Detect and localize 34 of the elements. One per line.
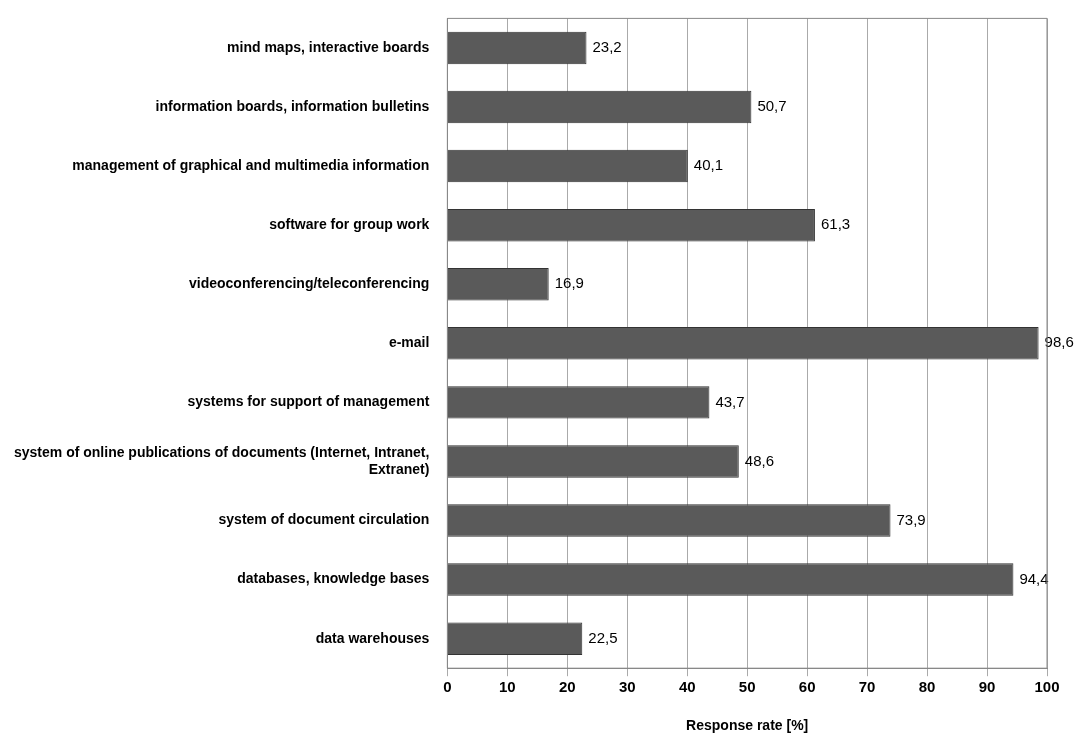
x-tick-label: 90 [978, 678, 996, 696]
y-tick-label: videoconferencing/teleconferencing [188, 275, 430, 292]
x-tick-label: 0 [443, 678, 452, 696]
data-label: 73,9 [896, 510, 926, 528]
y-tick-label: system of document circulation [218, 511, 430, 528]
y-tick-label: software for group work [269, 216, 430, 233]
y-tick-label: systems for support of management [187, 393, 430, 410]
x-tick-label: 20 [558, 678, 576, 696]
y-tick-label: information boards, information bulletins [155, 97, 430, 114]
data-label: 22,5 [588, 628, 618, 646]
data-label: 43,7 [715, 392, 745, 410]
x-tick-label: 30 [618, 678, 636, 696]
data-label: 16,9 [554, 274, 584, 292]
y-tick-label: data warehouses [315, 629, 430, 646]
data-label: 48,6 [744, 451, 774, 469]
x-tick-label: 100 [1034, 678, 1060, 696]
data-label: 50,7 [757, 97, 787, 115]
y-tick-label: mind maps, interactive boards [227, 38, 430, 55]
data-label: 61,3 [820, 215, 851, 233]
x-tick-label: 70 [858, 678, 876, 696]
y-tick-label: management of graphical and multimedia information [72, 156, 430, 173]
x-tick-label: 40 [678, 678, 696, 696]
y-tick-label: e-mail [388, 334, 430, 351]
x-tick-label: 50 [738, 678, 756, 696]
data-label: 23,2 [592, 38, 622, 56]
x-tick-label: 10 [498, 678, 516, 696]
x-tick-label: 80 [918, 678, 936, 696]
y-tick-label: databases, knowledge bases [237, 570, 430, 587]
y-tick-label: system of online publications of documents (Internet, Intranet, Extranet) [14, 443, 430, 477]
x-tick-label: 60 [798, 678, 816, 696]
x-axis-title: Response rate [%] [686, 717, 809, 734]
data-label: 98,6 [1044, 333, 1074, 351]
data-label: 94,4 [1019, 569, 1049, 587]
data-label: 40,1 [693, 156, 724, 174]
